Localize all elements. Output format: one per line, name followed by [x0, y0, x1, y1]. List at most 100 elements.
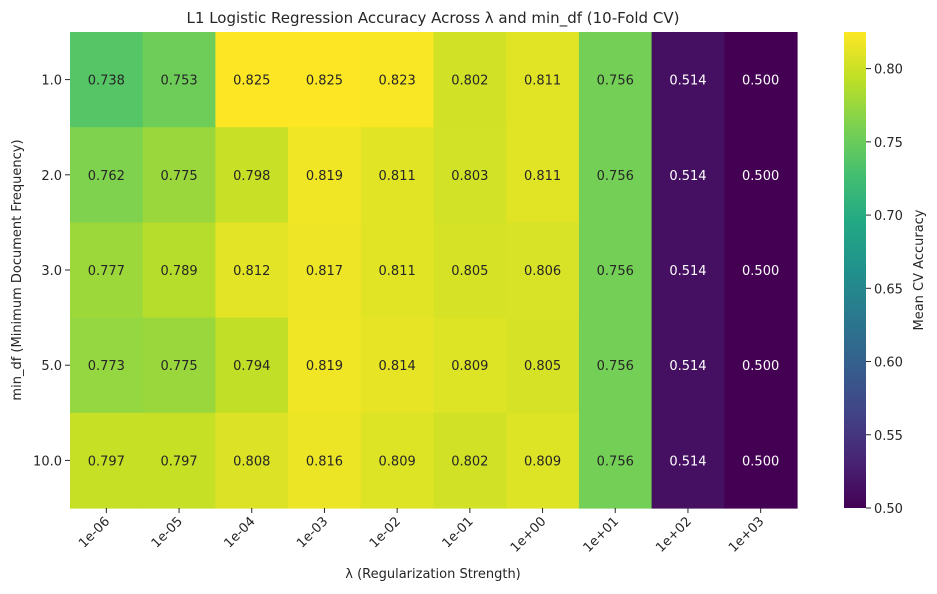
colorbar-tick-label: 0.55	[874, 429, 903, 444]
cell-value-label: 0.756	[597, 74, 634, 89]
colorbar-ticks: 0.50 0.55 0.60 0.65 0.70 0.75 0.80	[866, 63, 903, 517]
cell-value-label: 0.500	[742, 454, 779, 469]
y-tick-label: 2.0	[41, 169, 62, 184]
x-tick-label: 1e-02	[367, 514, 404, 551]
heatmap-cell	[70, 32, 144, 128]
heatmap-cell	[506, 222, 580, 319]
heatmap-cell	[578, 127, 653, 223]
y-axis-label: min_df (Minimum Document Frequency)	[10, 139, 25, 400]
heatmap-cell	[724, 222, 798, 319]
y-tick-label: 10.0	[33, 454, 62, 469]
cell-value-label: 0.823	[379, 74, 416, 89]
cell-value-label: 0.805	[451, 264, 488, 279]
heatmap-cell	[215, 127, 289, 223]
colorbar-tick-label: 0.50	[874, 502, 903, 517]
heatmap-cell	[651, 317, 725, 414]
cell-value-label: 0.805	[524, 359, 561, 374]
heatmap-cell	[724, 317, 798, 414]
cell-value-label: 0.812	[233, 264, 270, 279]
colorbar-tick-label: 0.65	[874, 282, 903, 297]
heatmap-cell	[360, 317, 435, 414]
heatmap-cell	[215, 32, 289, 128]
cell-value-label: 0.817	[306, 264, 343, 279]
heatmap-cell	[360, 32, 435, 128]
heatmap-cells	[70, 32, 798, 509]
cell-value-label: 0.756	[597, 454, 634, 469]
x-tick-label: 1e+03	[726, 514, 768, 556]
y-tick-label: 1.0	[41, 74, 62, 89]
cell-value-label: 0.756	[597, 169, 634, 184]
cell-value-label: 0.794	[233, 359, 270, 374]
colorbar-tick-label: 0.75	[874, 136, 903, 151]
heatmap-cell	[70, 412, 144, 509]
colorbar	[844, 32, 866, 508]
heatmap-cell	[360, 222, 435, 319]
colorbar-tick-label: 0.70	[874, 209, 903, 224]
cell-value-labels: 0.738 0.753 0.825 0.825 0.823 0.802 0.811 0.756…	[88, 74, 780, 470]
cell-value-label: 0.797	[160, 454, 197, 469]
cell-value-label: 0.816	[306, 454, 343, 469]
heatmap-cell	[288, 127, 362, 223]
cell-value-label: 0.814	[379, 359, 416, 374]
x-tick-label: 1e-03	[294, 514, 331, 551]
cell-value-label: 0.514	[669, 359, 706, 374]
heatmap-cell	[651, 127, 725, 223]
cell-value-label: 0.789	[160, 264, 197, 279]
cell-value-label: 0.756	[597, 264, 634, 279]
cell-value-label: 0.802	[451, 454, 488, 469]
heatmap-cell	[578, 412, 653, 509]
cell-value-label: 0.738	[88, 74, 125, 89]
heatmap-cell	[724, 412, 798, 509]
heatmap-cell	[288, 412, 362, 509]
y-tick-label: 5.0	[41, 359, 62, 374]
cell-value-label: 0.500	[742, 264, 779, 279]
cell-value-label: 0.819	[306, 359, 343, 374]
heatmap-cell	[506, 127, 580, 223]
x-tick-label: 1e+00	[508, 514, 550, 556]
y-axis-ticks: 1.0 2.0 3.0 5.0 10.0	[33, 74, 70, 469]
colorbar-tick-label: 0.60	[874, 356, 903, 371]
heatmap-cell	[433, 127, 507, 223]
cell-value-label: 0.500	[742, 359, 779, 374]
heatmap-cell	[506, 317, 580, 414]
heatmap-cell	[288, 222, 362, 319]
heatmap-cell	[578, 222, 653, 319]
cell-value-label: 0.808	[233, 454, 270, 469]
heatmap-cell	[578, 32, 653, 128]
heatmap-cell	[360, 127, 435, 223]
cell-value-label: 0.809	[524, 454, 561, 469]
heatmap-cell	[651, 222, 725, 319]
heatmap-cell	[70, 317, 144, 414]
cell-value-label: 0.514	[669, 454, 706, 469]
cell-value-label: 0.806	[524, 264, 561, 279]
cell-value-label: 0.811	[379, 264, 416, 279]
heatmap-cell	[433, 317, 507, 414]
x-tick-label: 1e-01	[440, 514, 477, 551]
heatmap-cell	[142, 222, 216, 319]
x-axis-ticks: 1e-06 1e-05 1e-04 1e-03 1e-02 1e-01 1e+00 1e+01…	[76, 508, 767, 556]
x-tick-label: 1e+02	[653, 514, 695, 556]
colorbar-label: Mean CV Accuracy	[912, 209, 927, 330]
heatmap-cell	[506, 32, 580, 128]
heatmap-cell	[215, 222, 289, 319]
cell-value-label: 0.514	[669, 74, 706, 89]
cell-value-label: 0.811	[379, 169, 416, 184]
heatmap-cell	[215, 317, 289, 414]
cell-value-label: 0.825	[306, 74, 343, 89]
cell-value-label: 0.777	[88, 264, 125, 279]
cell-value-label: 0.753	[160, 74, 197, 89]
cell-value-label: 0.809	[451, 359, 488, 374]
cell-value-label: 0.825	[233, 74, 270, 89]
cell-value-label: 0.775	[160, 169, 197, 184]
cell-value-label: 0.500	[742, 74, 779, 89]
heatmap-cell	[70, 127, 144, 223]
cell-value-label: 0.811	[524, 169, 561, 184]
cell-value-label: 0.756	[597, 359, 634, 374]
heatmap-cell	[70, 222, 144, 319]
heatmap-cell	[578, 317, 653, 414]
heatmap-cell	[288, 32, 362, 128]
cell-value-label: 0.514	[669, 169, 706, 184]
heatmap-cell	[215, 412, 289, 509]
heatmap-cell	[433, 412, 507, 509]
